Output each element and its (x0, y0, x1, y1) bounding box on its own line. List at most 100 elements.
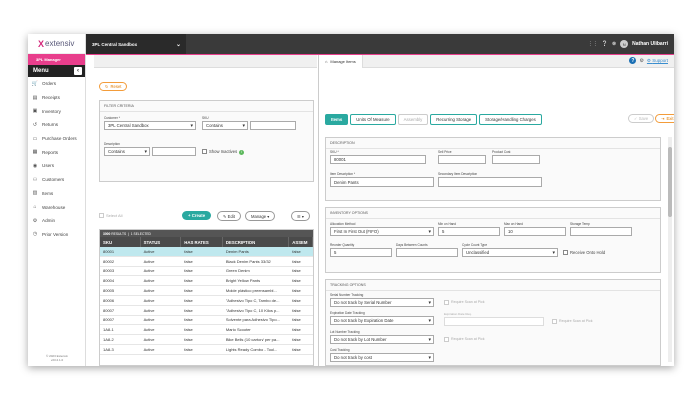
table-row[interactable]: 1A8-1 Active false Mario Scooter false (100, 325, 313, 336)
exit-button[interactable]: ⇥ Exit (655, 114, 674, 123)
sku-filter-input[interactable] (250, 121, 296, 130)
tab-recurring-storage[interactable]: Recurring Storage (430, 114, 478, 125)
reset-button[interactable]: ↻ Reset (99, 82, 128, 91)
sidebar-item-returns[interactable]: ↺ Returns (28, 118, 85, 132)
sidebar-item-inventory[interactable]: ▣ Inventory (28, 104, 85, 118)
sidebar-item-orders[interactable]: 🛒 Orders (28, 77, 85, 91)
results-label: RESULTS (111, 231, 127, 236)
table-row[interactable]: 80004 Active false Bright Yellow Pants false (100, 276, 313, 287)
support-link[interactable]: ⚙ Support (647, 58, 668, 64)
col-has-rates[interactable]: HAS RATES (181, 237, 223, 247)
description-filter-input[interactable] (152, 147, 196, 156)
customer-select[interactable]: 3PL Central Sandbox (104, 121, 196, 130)
sidebar-item-prior-version[interactable]: ◷ Prior Version (28, 228, 85, 242)
sidebar-item-reports[interactable]: ▦ Reports (28, 145, 85, 159)
lot-tracking-select[interactable]: Do not track by Lot Number (330, 335, 434, 344)
tab-manage-items[interactable]: ⌂ Manage Items (319, 54, 363, 68)
info-badge-icon[interactable]: i (239, 150, 245, 155)
item-tabs: Items Units Of Measure Assembly Recurrin… (325, 114, 544, 125)
grid-options-button[interactable]: ☰ ▾ (291, 211, 311, 221)
cost-tracking-select[interactable]: Do not track by cost (330, 353, 434, 362)
days-between-counts-input[interactable] (396, 248, 458, 257)
user-name[interactable]: Nathan Ulibarri (632, 41, 668, 47)
item-description-input[interactable]: Denim Pants (330, 177, 434, 187)
col-description[interactable]: DESCRIPTION (223, 237, 290, 247)
sidebar-item-receipts[interactable]: ▤ Receipts (28, 91, 85, 105)
table-row[interactable]: 80007 Active false Solvente para Adhesivo T… (100, 315, 313, 326)
table-row[interactable]: 1A8-2 Active false Bike Bells (10 carton/ p… (100, 335, 313, 345)
sidebar-item-label: Prior Version (42, 231, 69, 237)
table-cell: 1A8-3 (103, 346, 114, 352)
secondary-description-input[interactable] (438, 177, 542, 187)
table-cell: Active (143, 278, 155, 284)
sell-price-label: Sell Price (438, 150, 452, 154)
sidebar-item-users[interactable]: ◉ Users (28, 159, 85, 173)
sell-price-input[interactable] (438, 155, 486, 164)
col-sku[interactable]: SKU (100, 237, 141, 247)
table-cell: Active (143, 258, 155, 264)
col-status[interactable]: STATUS (141, 237, 182, 247)
select-all-checkbox[interactable] (99, 213, 104, 218)
help-icon[interactable]: ? (629, 57, 637, 64)
table-row[interactable]: 80005 Active false Molde plástico preensamb… (100, 286, 313, 296)
tab-units-of-measure[interactable]: Units Of Measure (350, 114, 396, 125)
product-cost-input[interactable] (492, 155, 540, 164)
tab-storage-handling[interactable]: Storage/Handling Charges (479, 114, 542, 125)
sidebar-item-purchase-orders[interactable]: ▭ Purchase Orders (28, 132, 85, 146)
manage-button[interactable]: Manage ▾ (245, 211, 276, 221)
sidebar-item-label: Reports (42, 149, 59, 155)
help-circle-icon[interactable]: ❔ (601, 41, 608, 47)
tab-items[interactable]: Items (325, 114, 349, 125)
receive-onto-hold-checkbox[interactable] (563, 250, 568, 255)
show-inactives-checkbox[interactable] (202, 149, 207, 154)
serial-tracking-select[interactable]: Do not track by Serial Number (330, 298, 434, 307)
table-cell: 80001 (103, 248, 115, 254)
sku-operator-select[interactable]: Contains (202, 121, 248, 130)
allocation-method-select[interactable]: First In First Out (FIFO) (330, 227, 434, 236)
version-text: v23.2.1.0 (50, 358, 64, 362)
serial-require-scan-checkbox[interactable] (444, 300, 449, 305)
reorder-quantity-input[interactable]: 5 (330, 248, 392, 257)
table-cell: false (292, 288, 301, 294)
sidebar-item-admin[interactable]: ⚙ Admin (28, 214, 85, 228)
detail-scrollbar[interactable] (668, 137, 672, 362)
table-row[interactable]: 1A8-3 Active false Lights Ready Combo - Too… (100, 344, 313, 355)
gear-icon[interactable]: ⚙ (639, 57, 644, 64)
table-row[interactable]: 80006 Active false "Adhesivo Tipo C, Tambo … (100, 295, 313, 306)
expiration-tracking-label: Expiration Date Tracking (330, 311, 365, 315)
avatar[interactable]: N (620, 40, 629, 48)
grid-menu-icon[interactable]: ⋮⋮ (587, 41, 598, 47)
table-row[interactable]: 80001 Active false Denim Pants false (100, 247, 313, 257)
edit-button[interactable]: ✎ Edit (217, 211, 241, 221)
lot-require-scan-checkbox[interactable] (444, 337, 449, 342)
table-row[interactable]: 80003 Active false Green Denim false (100, 266, 313, 277)
tab-assembly[interactable]: Assembly (397, 114, 429, 125)
environment-selector[interactable]: 3PL Central Sandbox ⌄ (86, 34, 186, 54)
cost-tracking-value: Do not track by cost (334, 355, 372, 360)
save-button[interactable]: ✓ Save (628, 114, 655, 123)
sidebar-item-warehouse[interactable]: ⌂ Warehouse (28, 200, 85, 214)
sku-input[interactable]: 80001 (330, 155, 426, 164)
min-on-hand-input[interactable]: 5 (438, 227, 500, 236)
scrollbar-thumb[interactable] (668, 147, 672, 217)
nav-list: 🛒 Orders ▤ Receipts ▣ Inventory ↺ Returns ▭ Purch… (28, 77, 85, 241)
table-row[interactable]: 80007 Active false "Adhesivo Tipo C, 10 Kil… (100, 305, 313, 316)
cycle-count-type-label: Cycle Count Type (462, 243, 488, 247)
items-grid: 3000 RESULTS | 1 SELECTED SKU STATUS HAS… (99, 229, 314, 366)
description-operator-select[interactable]: Contains (104, 147, 150, 156)
sidebar-item-items[interactable]: ▥ Items (28, 187, 85, 201)
table-row[interactable]: 80002 Active false Black Denim Pants 33/32 f… (100, 256, 313, 267)
expiration-tracking-select[interactable]: Do not track by Expiration Date (330, 316, 434, 325)
col-assembly[interactable]: ASSEM (289, 237, 313, 247)
expiration-required-input[interactable] (444, 317, 544, 326)
max-on-hand-input[interactable]: 10 (504, 227, 566, 236)
storage-temp-input[interactable] (570, 227, 632, 236)
collapse-menu-icon[interactable]: ‹ (74, 67, 82, 75)
grid-body: 80001 Active false Denim Pants false 80002 Act… (100, 247, 313, 355)
create-button[interactable]: + Create (182, 211, 212, 220)
cycle-count-type-select[interactable]: Unclassified (462, 248, 558, 257)
expiration-require-scan-checkbox[interactable] (552, 319, 557, 324)
close-circle-icon[interactable]: ⊗ (611, 41, 617, 47)
sidebar-item-customers[interactable]: ⚇ Customers (28, 173, 85, 187)
